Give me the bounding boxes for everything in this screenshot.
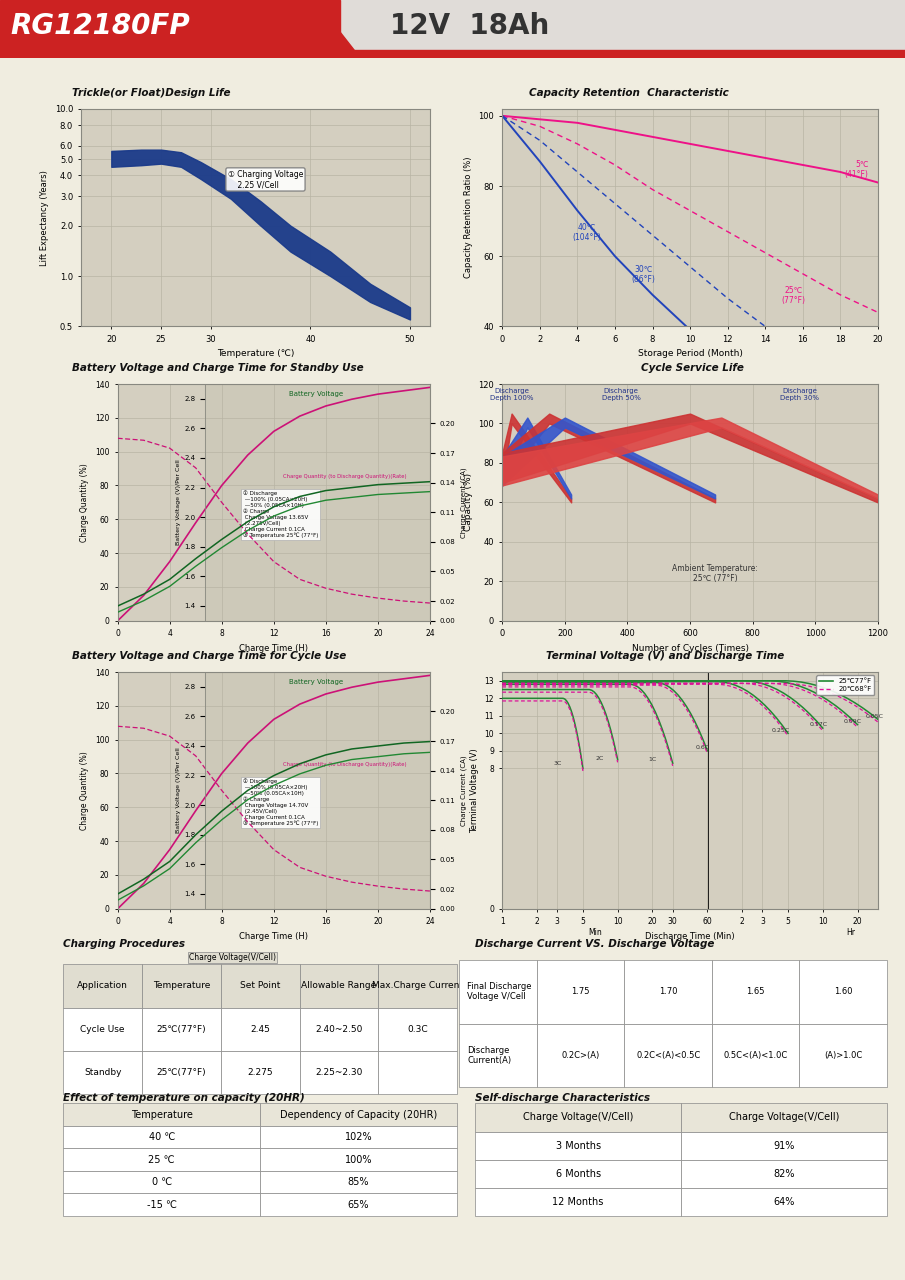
Text: Battery Voltage and Charge Time for Standby Use: Battery Voltage and Charge Time for Stan… — [72, 364, 364, 374]
Text: Effect of temperature on capacity (20HR): Effect of temperature on capacity (20HR) — [63, 1093, 305, 1103]
Text: Cycle Service Life: Cycle Service Life — [641, 364, 744, 374]
Text: 0.09C: 0.09C — [844, 719, 862, 724]
Text: Battery Voltage and Charge Time for Cycle Use: Battery Voltage and Charge Time for Cycl… — [72, 652, 347, 662]
Text: ① Charging Voltage
    2.25 V/Cell: ① Charging Voltage 2.25 V/Cell — [228, 170, 303, 189]
Y-axis label: Terminal Voltage (V): Terminal Voltage (V) — [470, 748, 479, 833]
Text: Capacity Retention  Characteristic: Capacity Retention Characteristic — [529, 88, 729, 99]
Text: 0.05C: 0.05C — [866, 714, 884, 718]
Text: 5℃
(41°F): 5℃ (41°F) — [844, 160, 869, 179]
Text: Ambient Temperature:
25℃ (77°F): Ambient Temperature: 25℃ (77°F) — [672, 564, 758, 584]
Text: Hr: Hr — [847, 928, 856, 937]
Text: Battery Voltage: Battery Voltage — [290, 392, 344, 397]
Bar — [118, 672, 430, 909]
Text: RG12180FP: RG12180FP — [10, 12, 190, 40]
Polygon shape — [295, 0, 340, 58]
Legend: 25℃77°F, 20℃68°F: 25℃77°F, 20℃68°F — [816, 676, 874, 695]
Y-axis label: Battery Voltage (V)/Per Cell: Battery Voltage (V)/Per Cell — [176, 460, 181, 545]
Text: Terminal Voltage (V) and Discharge Time: Terminal Voltage (V) and Discharge Time — [546, 652, 785, 662]
X-axis label: Charge Time (H): Charge Time (H) — [239, 644, 309, 653]
Text: 3C: 3C — [553, 762, 561, 765]
Text: 0.17C: 0.17C — [809, 722, 827, 727]
Text: 0.25C: 0.25C — [772, 727, 790, 732]
Text: Charge Voltage(V/Cell): Charge Voltage(V/Cell) — [189, 952, 276, 961]
Bar — [0, 50, 905, 58]
Text: Self-discharge Characteristics: Self-discharge Characteristics — [475, 1093, 650, 1103]
Text: Charging Procedures: Charging Procedures — [63, 940, 186, 950]
X-axis label: Charge Time (H): Charge Time (H) — [239, 932, 309, 941]
Text: Discharge
Depth 50%: Discharge Depth 50% — [602, 388, 641, 401]
Text: Charge Quantity (to Discharge Quantity)(Rate): Charge Quantity (to Discharge Quantity)(… — [283, 474, 406, 479]
Text: 2C: 2C — [595, 755, 604, 760]
Y-axis label: Battery Voltage (V)/Per Cell: Battery Voltage (V)/Per Cell — [176, 748, 181, 833]
Text: Min: Min — [588, 928, 602, 937]
Text: ① Discharge
 —100% (0.05CA×20H)
 —50% (0.05CA×10H)
② Charge
 Charge Voltage 13.6: ① Discharge —100% (0.05CA×20H) —50% (0.0… — [243, 490, 318, 538]
Text: Battery Voltage: Battery Voltage — [290, 680, 344, 685]
Bar — [118, 384, 430, 621]
Y-axis label: Charge Current (CA): Charge Current (CA) — [461, 467, 467, 538]
Y-axis label: Capacity Retention Ratio (%): Capacity Retention Ratio (%) — [463, 157, 472, 278]
Text: Trickle(or Float)Design Life: Trickle(or Float)Design Life — [72, 88, 231, 99]
Text: 40℃
(104°F): 40℃ (104°F) — [572, 223, 601, 242]
Text: Charge Quantity (to Discharge Quantity)(Rate): Charge Quantity (to Discharge Quantity)(… — [283, 762, 406, 767]
Polygon shape — [295, 0, 360, 58]
Y-axis label: Charge Current (CA): Charge Current (CA) — [461, 755, 467, 826]
Text: Discharge
Depth 100%: Discharge Depth 100% — [490, 388, 533, 401]
X-axis label: Discharge Time (Min): Discharge Time (Min) — [645, 932, 735, 941]
Text: Discharge Current VS. Discharge Voltage: Discharge Current VS. Discharge Voltage — [475, 940, 715, 950]
Text: ① Discharge
 —100% (0.05CA×20H)
 —50% (0.05CA×10H)
② Charge
 Charge Voltage 14.7: ① Discharge —100% (0.05CA×20H) —50% (0.0… — [243, 778, 318, 826]
Text: 12V  18Ah: 12V 18Ah — [390, 12, 549, 40]
Y-axis label: Charge Quantity (%): Charge Quantity (%) — [81, 751, 90, 829]
Text: Discharge
Depth 30%: Discharge Depth 30% — [780, 388, 819, 401]
Bar — [205, 672, 430, 909]
X-axis label: Storage Period (Month): Storage Period (Month) — [638, 349, 742, 358]
Y-axis label: Lift Expectancy (Years): Lift Expectancy (Years) — [40, 170, 49, 265]
Bar — [205, 384, 430, 621]
Text: 25℃
(77°F): 25℃ (77°F) — [781, 285, 805, 306]
Text: 1C: 1C — [648, 758, 656, 763]
X-axis label: Number of Cycles (Times): Number of Cycles (Times) — [632, 644, 748, 653]
Y-axis label: Capacity (%): Capacity (%) — [463, 474, 472, 531]
Text: 0.6C: 0.6C — [696, 745, 710, 750]
Y-axis label: Charge Quantity (%): Charge Quantity (%) — [81, 463, 90, 541]
Bar — [0, 0, 300, 58]
Text: 30℃
(86°F): 30℃ (86°F) — [631, 265, 655, 284]
X-axis label: Temperature (℃): Temperature (℃) — [217, 349, 294, 358]
